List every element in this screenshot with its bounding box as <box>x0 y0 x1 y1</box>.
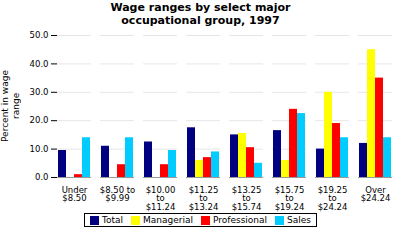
svg-text:$15.75to$19.24: $15.75to$19.24 <box>275 185 305 212</box>
svg-text:20.0: 20.0 <box>30 116 49 126</box>
svg-text:50.0: 50.0 <box>30 31 49 41</box>
svg-text:$13.25to$15.74: $13.25to$15.74 <box>232 185 262 212</box>
html-text:Total: Total <box>102 215 123 226</box>
svg-text:$19.25to$24.24: $19.25to$24.24 <box>318 185 348 212</box>
html-text:Percent in wage range: Percent in wage range <box>0 70 21 143</box>
svg-text:Under$8.50: Under$8.50 <box>62 185 88 204</box>
svg-text:$10.00to$11.24: $10.00to$11.24 <box>146 185 176 212</box>
svg-text:$11.25to$13.24: $11.25to$13.24 <box>189 185 219 212</box>
svg-text:$8.50 to$9.99: $8.50 to$9.99 <box>100 185 136 204</box>
svg-text:30.0: 30.0 <box>30 87 49 97</box>
svg-text:40.0: 40.0 <box>30 59 49 69</box>
html-text:Managerial: Managerial <box>143 215 193 226</box>
svg-text:0.0: 0.0 <box>35 173 49 183</box>
svg-text:Over$24.24: Over$24.24 <box>361 185 391 204</box>
html-text:Wage ranges by select major oc: Wage ranges by select major occupational… <box>110 1 291 28</box>
html-text:Sales: Sales <box>287 215 311 226</box>
html-text:Professional: Professional <box>213 215 268 226</box>
svg-text:10.0: 10.0 <box>30 144 49 154</box>
